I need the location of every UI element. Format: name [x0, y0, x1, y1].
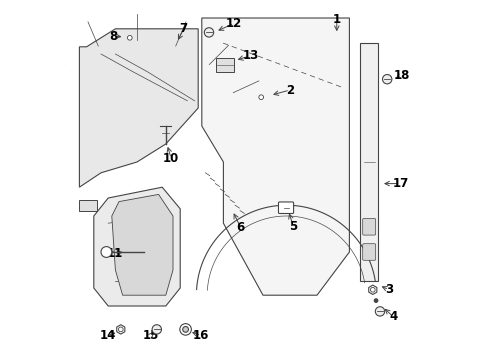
FancyBboxPatch shape — [278, 202, 294, 213]
Circle shape — [383, 75, 392, 84]
Text: 7: 7 — [180, 22, 188, 35]
Circle shape — [204, 28, 214, 37]
FancyBboxPatch shape — [363, 219, 376, 235]
Text: 15: 15 — [143, 329, 159, 342]
FancyBboxPatch shape — [363, 244, 376, 260]
Text: 13: 13 — [242, 49, 259, 62]
Polygon shape — [79, 29, 198, 187]
Polygon shape — [112, 194, 173, 295]
Text: 10: 10 — [163, 152, 179, 165]
Polygon shape — [216, 58, 234, 72]
Text: 4: 4 — [389, 310, 397, 323]
Text: 2: 2 — [286, 84, 294, 96]
Text: 12: 12 — [226, 17, 243, 30]
Polygon shape — [360, 43, 378, 281]
Text: 16: 16 — [193, 329, 209, 342]
Polygon shape — [257, 93, 265, 102]
Text: 5: 5 — [290, 220, 298, 233]
Polygon shape — [79, 200, 98, 211]
Text: 1: 1 — [333, 13, 341, 26]
Polygon shape — [126, 33, 134, 42]
Circle shape — [152, 325, 162, 334]
Text: 17: 17 — [392, 177, 409, 190]
Text: 14: 14 — [99, 329, 116, 342]
Text: 9: 9 — [82, 199, 90, 212]
Circle shape — [127, 36, 132, 40]
Polygon shape — [94, 187, 180, 306]
Circle shape — [374, 299, 378, 302]
Circle shape — [119, 327, 123, 332]
Circle shape — [101, 247, 112, 257]
Circle shape — [180, 324, 192, 335]
Circle shape — [259, 95, 264, 100]
Polygon shape — [117, 325, 125, 334]
Text: 11: 11 — [106, 247, 123, 260]
Circle shape — [183, 327, 189, 332]
Text: 6: 6 — [237, 221, 245, 234]
Circle shape — [370, 287, 375, 292]
Text: 8: 8 — [109, 30, 118, 42]
Text: 18: 18 — [393, 69, 410, 82]
Text: 3: 3 — [385, 283, 393, 296]
Circle shape — [375, 307, 385, 316]
Polygon shape — [202, 18, 349, 295]
Polygon shape — [369, 285, 377, 294]
